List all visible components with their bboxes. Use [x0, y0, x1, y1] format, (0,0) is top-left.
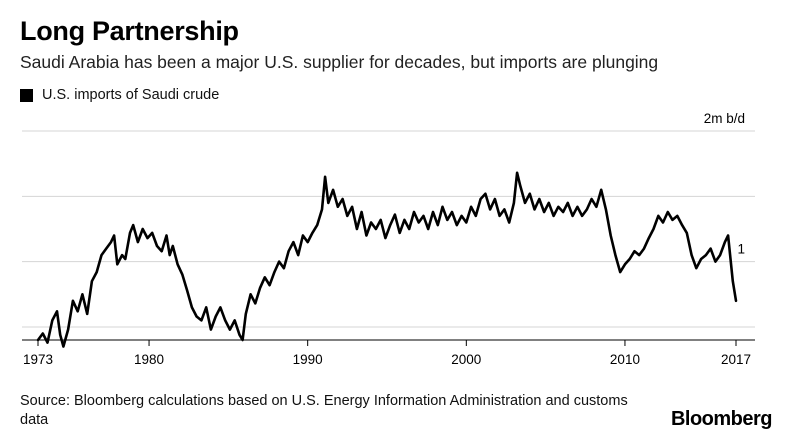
brand-logo: Bloomberg [670, 408, 773, 430]
x-tick-label: 1990 [293, 352, 323, 367]
y-tick-label: 1 [737, 242, 745, 257]
y-tick-label: 2m b/d [704, 111, 745, 126]
source-note: Source: Bloomberg calculations based on … [20, 393, 628, 428]
x-tick-label: 2010 [610, 352, 640, 367]
x-tick-label: 1973 [23, 352, 53, 367]
x-tick-label: 1980 [134, 352, 164, 367]
gridlines [22, 130, 755, 328]
chart-title: Long Partnership [20, 16, 239, 46]
x-axis: 1973 1980 1990 2000 2010 2017 [22, 339, 755, 367]
legend-label: U.S. imports of Saudi crude [42, 87, 220, 103]
chart-subtitle: Saudi Arabia has been a major U.S. suppl… [20, 52, 659, 72]
series-line [36, 171, 738, 348]
legend: U.S. imports of Saudi crude [20, 87, 219, 103]
x-tick-label: 2000 [451, 352, 481, 367]
legend-swatch [20, 88, 33, 102]
y-axis-labels: 2m b/d 1 [704, 111, 745, 257]
x-tick-label: 2017 [721, 352, 751, 367]
series-layer [36, 171, 738, 348]
